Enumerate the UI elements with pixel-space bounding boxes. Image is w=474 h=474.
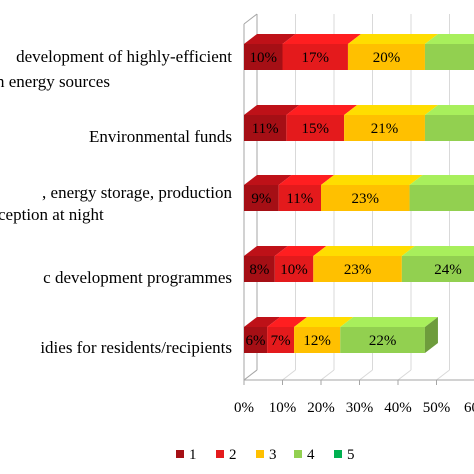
floor-gridline [282, 369, 296, 381]
bar-segment-top [409, 175, 474, 185]
bar-segment-top [244, 317, 281, 327]
floor-gridline [359, 369, 373, 381]
bar-group: 8% 10% 23% 24% [244, 246, 474, 282]
bar-segment-series-2 [274, 256, 314, 282]
bar-segment-series-3 [294, 327, 341, 353]
floor-gridline [397, 369, 412, 381]
bar-segment-top [286, 105, 358, 115]
bar-data-label: 11% [252, 121, 279, 137]
bar-segment-series-2 [278, 185, 321, 211]
bar-data-label: 20% [373, 50, 401, 66]
bar-segment-top [424, 105, 474, 115]
floor-corner [243, 369, 258, 381]
x-tick-label: 30% [346, 400, 374, 416]
bar-group: 9%11%23%29 [244, 175, 474, 211]
bar-segment-top [424, 34, 474, 44]
bar-data-label: 8% [249, 262, 269, 278]
bar-segment-top [313, 246, 415, 256]
bar-segment-series-2 [282, 44, 348, 70]
legend-swatch [176, 450, 184, 458]
legend-label: 3 [269, 447, 277, 463]
bar-segment-series-1 [244, 115, 287, 141]
category-label: development of highly-efficient [16, 47, 232, 66]
bar-data-label: 23% [352, 191, 380, 207]
bar-data-label: 10% [250, 50, 278, 66]
bar-data-label: 9% [251, 191, 271, 207]
bar-segment-series-4 [424, 44, 474, 70]
bar-segment-side [424, 317, 438, 353]
category-label: idies for residents/recipients [40, 338, 232, 357]
bar-segment-series-4 [340, 327, 425, 353]
x-tick-label: 0% [234, 400, 254, 416]
legend-swatch [294, 450, 302, 458]
chart-legend: 1 2 3 4 5 [176, 447, 355, 463]
bar-group: 10% 17% 20% [244, 34, 474, 70]
x-tick-label: 40% [384, 400, 412, 416]
bar-segment-series-3 [321, 185, 410, 211]
bar-segment-top [244, 246, 288, 256]
bar-segment-series-1 [244, 256, 275, 282]
category-labels: development of highly-efficient n energy … [0, 47, 232, 357]
bar-segment-top [340, 317, 438, 327]
bar-segment-top [244, 175, 292, 185]
floor-gridline [436, 369, 450, 381]
category-label: ception at night [0, 205, 104, 224]
bar-group: 11%15%21%2 [244, 105, 474, 141]
x-tick-label: 10% [269, 400, 297, 416]
wall-top-edge [243, 13, 258, 25]
x-axis-tick-labels: 0% 10% 20% 30% 40% 50% 60 [234, 400, 474, 416]
bar-data-label: 21% [371, 121, 399, 137]
bar-data-label: 10% [280, 262, 308, 278]
bar-segment-series-4 [424, 115, 474, 141]
bar-data-label: 17% [301, 50, 329, 66]
x-tick-label: 50% [423, 400, 451, 416]
bar-data-label: 11% [286, 191, 313, 207]
bar-segment-series-3 [344, 115, 425, 141]
bar-segment-series-1 [244, 44, 283, 70]
bar-segment-series-1 [244, 327, 268, 353]
bar-segment-top [344, 105, 438, 115]
bar-segment-top [274, 246, 327, 256]
bar-segment-series-2 [286, 115, 345, 141]
legend-label: 5 [347, 447, 355, 463]
floor-gridline [320, 369, 335, 381]
bar-segment-top [401, 246, 474, 256]
bar-segment-top [267, 317, 308, 327]
legend-swatch [334, 450, 342, 458]
bar-data-label: 6% [246, 333, 266, 349]
category-label: Environmental funds [89, 127, 232, 146]
legend-label: 4 [307, 447, 315, 463]
bar-segment-top [321, 175, 423, 185]
x-tick-label: 20% [307, 400, 335, 416]
bar-segment-top [244, 105, 300, 115]
bar-group: 6% 7% 12% 22% [244, 317, 438, 353]
category-label: n energy sources [0, 72, 110, 91]
bar-segment-series-4 [409, 185, 474, 211]
chart-bars: 10%17%20%11%15%21%29%11%23%298%10%23%24%… [244, 34, 474, 353]
bar-data-label: 23% [344, 262, 372, 278]
bar-segment-series-3 [347, 44, 425, 70]
legend-label: 1 [189, 447, 197, 463]
legend-label: 2 [229, 447, 237, 463]
bar-data-label: 24% [434, 262, 462, 278]
legend-swatch [216, 450, 224, 458]
bar-data-label: 7% [271, 333, 291, 349]
bar-segment-series-2 [267, 327, 295, 353]
bar-segment-series-3 [313, 256, 402, 282]
legend-swatch [256, 450, 264, 458]
bar-segment-top [294, 317, 354, 327]
bar-segment-series-4 [401, 256, 474, 282]
bar-data-label: 12% [303, 333, 331, 349]
bar-segment-top [282, 34, 361, 44]
bar-data-label: 15% [301, 121, 329, 137]
category-label: , energy storage, production [42, 183, 232, 202]
x-tick-label: 60 [464, 400, 474, 416]
bar-segment-top [244, 34, 296, 44]
bar-segment-series-1 [244, 185, 279, 211]
category-label: c development programmes [43, 268, 232, 287]
bar-segment-top [347, 34, 438, 44]
bar-segment-top [278, 175, 334, 185]
bar-data-label: 22% [369, 333, 397, 349]
